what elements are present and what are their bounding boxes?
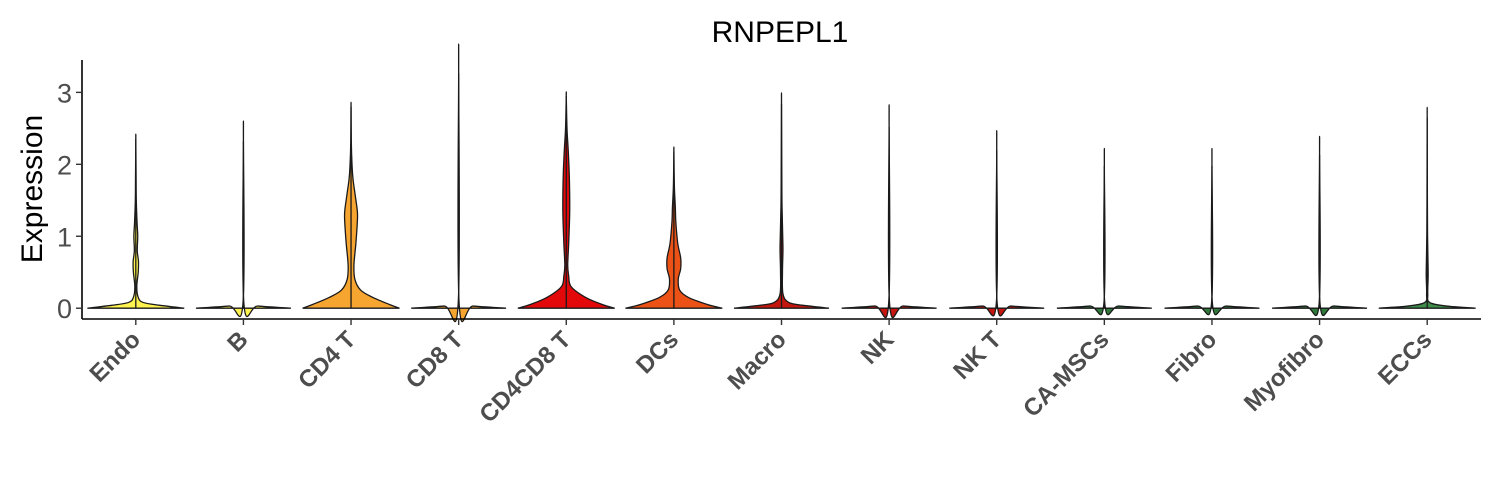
x-tick-label: DCs [631, 326, 684, 379]
y-tick-label: 2 [57, 150, 72, 180]
x-tick-label: CD8 T [401, 326, 469, 394]
x-tick-label: Fibro [1161, 326, 1223, 388]
x-tick-label: ECCs [1373, 326, 1437, 390]
x-tick-label: B [222, 326, 253, 357]
x-tick-label: CA-MSCs [1018, 326, 1114, 422]
x-tick-label: NK [856, 326, 900, 370]
y-axis-label: Expression [16, 115, 49, 263]
chart-title: RNPEPL1 [712, 16, 849, 49]
y-tick-label: 0 [57, 294, 72, 324]
x-axis-ticks: Endo B CD4 T CD8 T CD4CD8 T DCs Macro NK NK T CA-… [85, 319, 1437, 428]
x-tick-label: Endo [85, 326, 147, 388]
x-tick-label: CD4CD8 T [474, 326, 576, 428]
y-tick-label: 1 [57, 222, 72, 252]
x-tick-label: Macro [723, 326, 792, 395]
y-tick-label: 3 [57, 78, 72, 108]
x-tick-label: CD4 T [293, 326, 361, 394]
y-axis-ticks: 0 1 2 3 [57, 78, 82, 324]
violin-group [87, 43, 1476, 323]
x-tick-label: Myofibro [1239, 326, 1330, 417]
x-tick-label: NK T [948, 326, 1007, 385]
